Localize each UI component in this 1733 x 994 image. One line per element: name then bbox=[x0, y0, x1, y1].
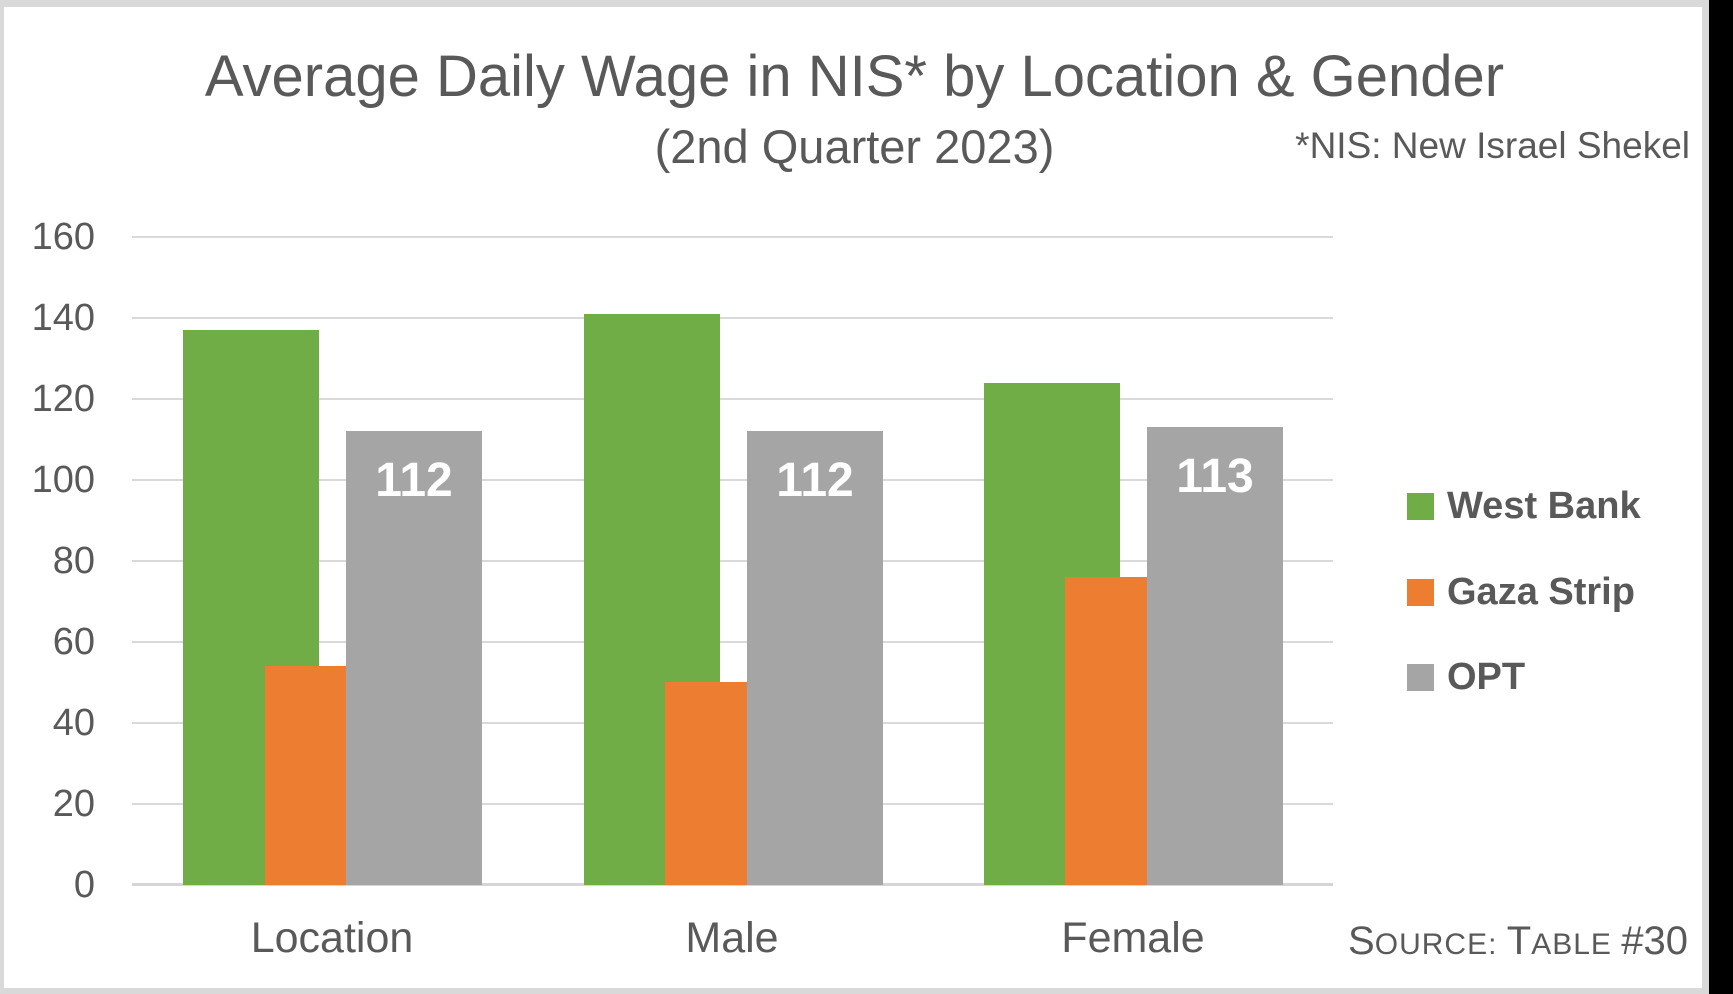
legend-item-west-bank: West Bank bbox=[1407, 485, 1641, 527]
gridline-80 bbox=[132, 560, 1333, 562]
source-label-part-3: ABLE bbox=[1531, 928, 1622, 961]
gridline-120 bbox=[132, 398, 1333, 400]
legend-label-west-bank: West Bank bbox=[1447, 485, 1641, 527]
slide-border-left bbox=[0, 0, 4, 994]
legend-label-gaza-strip: Gaza Strip bbox=[1447, 571, 1635, 613]
bar-label-opt-female: 113 bbox=[1176, 450, 1254, 503]
y-axis-tick-40: 40 bbox=[52, 702, 95, 744]
source-label-part-1: OURCE: bbox=[1374, 928, 1507, 961]
source-label-part-0: S bbox=[1348, 919, 1375, 963]
source-label: SOURCE: TABLE #30 bbox=[1348, 916, 1688, 970]
y-axis-tick-20: 20 bbox=[52, 783, 95, 825]
bar-opt-male bbox=[747, 431, 883, 885]
source-label-part-2: T bbox=[1506, 919, 1532, 963]
y-axis-tick-100: 100 bbox=[31, 459, 95, 501]
chart-title: Average Daily Wage in NIS* by Location &… bbox=[204, 44, 1505, 109]
y-axis-tick-60: 60 bbox=[52, 621, 95, 663]
gridline-100 bbox=[132, 479, 1333, 481]
category-label-female: Female bbox=[1061, 914, 1205, 962]
legend-label-opt: OPT bbox=[1447, 656, 1526, 698]
gridline-140 bbox=[132, 317, 1333, 319]
chart-subtitle: (2nd Quarter 2023) bbox=[654, 120, 1055, 173]
y-axis-tick-120: 120 bbox=[31, 378, 95, 420]
category-label-male: Male bbox=[685, 914, 779, 962]
source-label-part-4: #30 bbox=[1621, 919, 1688, 963]
legend-swatch-gaza-strip bbox=[1407, 578, 1434, 606]
category-label-location: Location bbox=[250, 914, 414, 962]
legend-swatch-opt bbox=[1407, 663, 1434, 691]
y-axis-tick-0: 0 bbox=[73, 864, 95, 906]
slide-border-top bbox=[0, 0, 1709, 7]
y-axis-tick-160: 160 bbox=[31, 216, 95, 258]
legend-item-gaza-strip: Gaza Strip bbox=[1407, 571, 1635, 613]
nis-footnote: *NIS: New Israel Shekel bbox=[1295, 125, 1690, 166]
legend-item-opt: OPT bbox=[1407, 656, 1526, 698]
slide-border-bottom bbox=[0, 988, 1709, 994]
y-axis-tick-140: 140 bbox=[31, 297, 95, 339]
legend-swatch-west-bank bbox=[1407, 492, 1434, 520]
gridline-60 bbox=[132, 641, 1333, 643]
y-axis-tick-80: 80 bbox=[52, 540, 95, 582]
bar-label-opt-male: 112 bbox=[776, 454, 854, 507]
bar-opt-female bbox=[1147, 427, 1283, 885]
gridline-160 bbox=[132, 236, 1333, 238]
slide-border-right bbox=[1702, 0, 1709, 994]
bar-opt-location bbox=[346, 431, 482, 885]
bar-label-opt-location: 112 bbox=[375, 454, 453, 507]
